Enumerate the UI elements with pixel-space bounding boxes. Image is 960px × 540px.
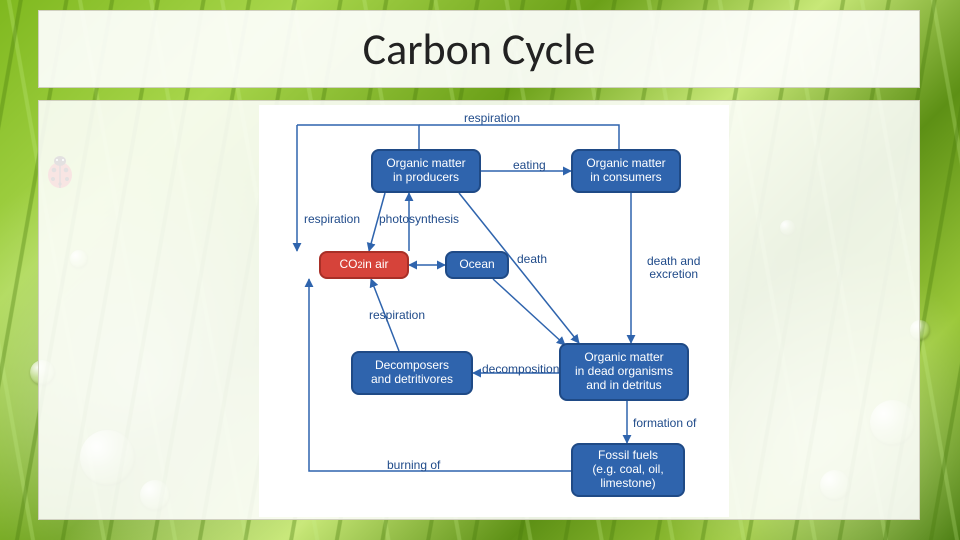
node-decomposers: Decomposers and detritivores [351, 351, 473, 395]
node-ocean: Ocean [445, 251, 509, 279]
edge-label-death_excretion: death and excretion [647, 255, 700, 281]
edge-label-formation: formation of [633, 417, 696, 430]
node-consumers: Organic matter in consumers [571, 149, 681, 193]
edge-label-death: death [517, 253, 547, 266]
node-fossil: Fossil fuels (e.g. coal, oil, limestone) [571, 443, 685, 497]
carbon-cycle-diagram: Organic matter in producers Organic matte… [259, 105, 729, 517]
edge-label-respiration_mid: respiration [369, 309, 425, 322]
node-detritus: Organic matter in dead organisms and in … [559, 343, 689, 401]
page-title: Carbon Cycle [363, 22, 596, 76]
edge-label-decomposition: decomposition [482, 363, 559, 376]
edge-label-photosynthesis: photosynthesis [379, 213, 459, 226]
edge-label-eating: eating [513, 159, 546, 172]
edge-label-respiration_top: respiration [464, 112, 520, 125]
edge-label-burning: burning of [387, 459, 440, 472]
node-co2: CO2 in air [319, 251, 409, 279]
edge-label-respiration_left: respiration [304, 213, 360, 226]
node-producers: Organic matter in producers [371, 149, 481, 193]
title-card: Carbon Cycle [38, 10, 920, 88]
content-card: Organic matter in producers Organic matte… [38, 100, 920, 520]
